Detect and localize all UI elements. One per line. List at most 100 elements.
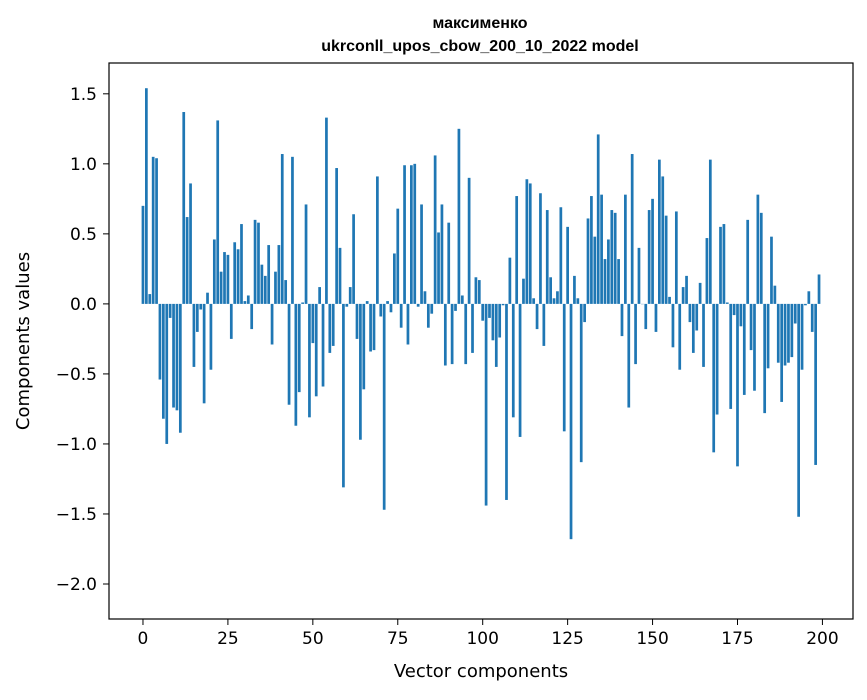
bar: [410, 165, 413, 304]
bar: [495, 304, 498, 367]
bar: [291, 157, 294, 304]
bar: [716, 304, 719, 415]
bar: [617, 259, 620, 304]
bar: [631, 154, 634, 304]
bar: [434, 155, 437, 303]
bar: [315, 304, 318, 396]
bar: [437, 232, 440, 303]
bar: [165, 304, 168, 444]
bar: [478, 280, 481, 304]
bar: [349, 287, 352, 304]
bar: [583, 304, 586, 322]
bar: [339, 248, 342, 304]
bar: [811, 304, 814, 332]
bar: [790, 304, 793, 357]
bar: [475, 277, 478, 304]
y-tick-label: 1.0: [70, 155, 97, 175]
bar: [573, 276, 576, 304]
bar: [685, 276, 688, 304]
bar: [199, 304, 202, 310]
bar: [651, 199, 654, 304]
bar: [400, 304, 403, 328]
bar: [726, 302, 729, 303]
bar: [733, 304, 736, 315]
bar: [210, 304, 213, 370]
bar: [193, 304, 196, 367]
bar: [549, 277, 552, 304]
bar: [706, 238, 709, 304]
bar: [566, 227, 569, 304]
bar: [162, 304, 165, 419]
bar: [750, 304, 753, 350]
bar: [614, 213, 617, 304]
bar: [294, 304, 297, 426]
bar: [142, 206, 145, 304]
bar: [736, 304, 739, 466]
bar: [250, 304, 253, 329]
bar: [281, 154, 284, 304]
chart-title-line1: максименко: [432, 15, 527, 32]
bar: [230, 304, 233, 339]
bar: [237, 249, 240, 304]
bar: [818, 274, 821, 303]
bar: [723, 224, 726, 304]
bar: [587, 218, 590, 303]
bar: [757, 195, 760, 304]
bar: [644, 304, 647, 329]
bar: [186, 217, 189, 304]
bar: [695, 304, 698, 331]
bar: [678, 304, 681, 370]
bar: [359, 304, 362, 440]
bar: [804, 304, 807, 305]
x-tick-label: 150: [636, 629, 668, 649]
bar: [396, 209, 399, 304]
bar: [261, 265, 264, 304]
bar: [325, 118, 328, 304]
bar: [267, 245, 270, 304]
bar: [509, 258, 512, 304]
bar: [746, 220, 749, 304]
x-tick-label: 125: [551, 629, 583, 649]
bar: [492, 304, 495, 340]
bar: [753, 304, 756, 391]
bar: [182, 112, 185, 304]
bar: [227, 255, 230, 304]
bar: [308, 304, 311, 417]
bar: [570, 304, 573, 539]
bar: [152, 157, 155, 304]
bar: [536, 304, 539, 329]
bar: [461, 295, 464, 303]
bar: [247, 295, 250, 303]
bar: [362, 304, 365, 389]
bar: [529, 183, 532, 303]
bar: [672, 304, 675, 347]
x-tick-label: 0: [138, 629, 149, 649]
bar: [373, 304, 376, 350]
bar: [760, 213, 763, 304]
bar: [233, 242, 236, 304]
bar: [451, 304, 454, 364]
bar: [604, 259, 607, 304]
bar: [254, 220, 257, 304]
y-tick-label: −2.0: [56, 575, 97, 595]
bar: [763, 304, 766, 413]
bar: [345, 304, 348, 307]
bar: [505, 304, 508, 500]
bar: [318, 287, 321, 304]
x-tick-label: 50: [302, 629, 324, 649]
bar: [155, 158, 158, 304]
bar: [770, 237, 773, 304]
bar: [546, 210, 549, 304]
bar: [512, 304, 515, 417]
bar: [767, 304, 770, 368]
bar: [658, 160, 661, 304]
bar: [665, 216, 668, 304]
bar: [668, 297, 671, 304]
bar: [278, 245, 281, 304]
bar: [784, 304, 787, 366]
y-axis-label: Components values: [13, 252, 34, 430]
bar: [801, 304, 804, 370]
bar: [519, 304, 522, 437]
bar: [498, 304, 501, 338]
bar: [576, 298, 579, 304]
